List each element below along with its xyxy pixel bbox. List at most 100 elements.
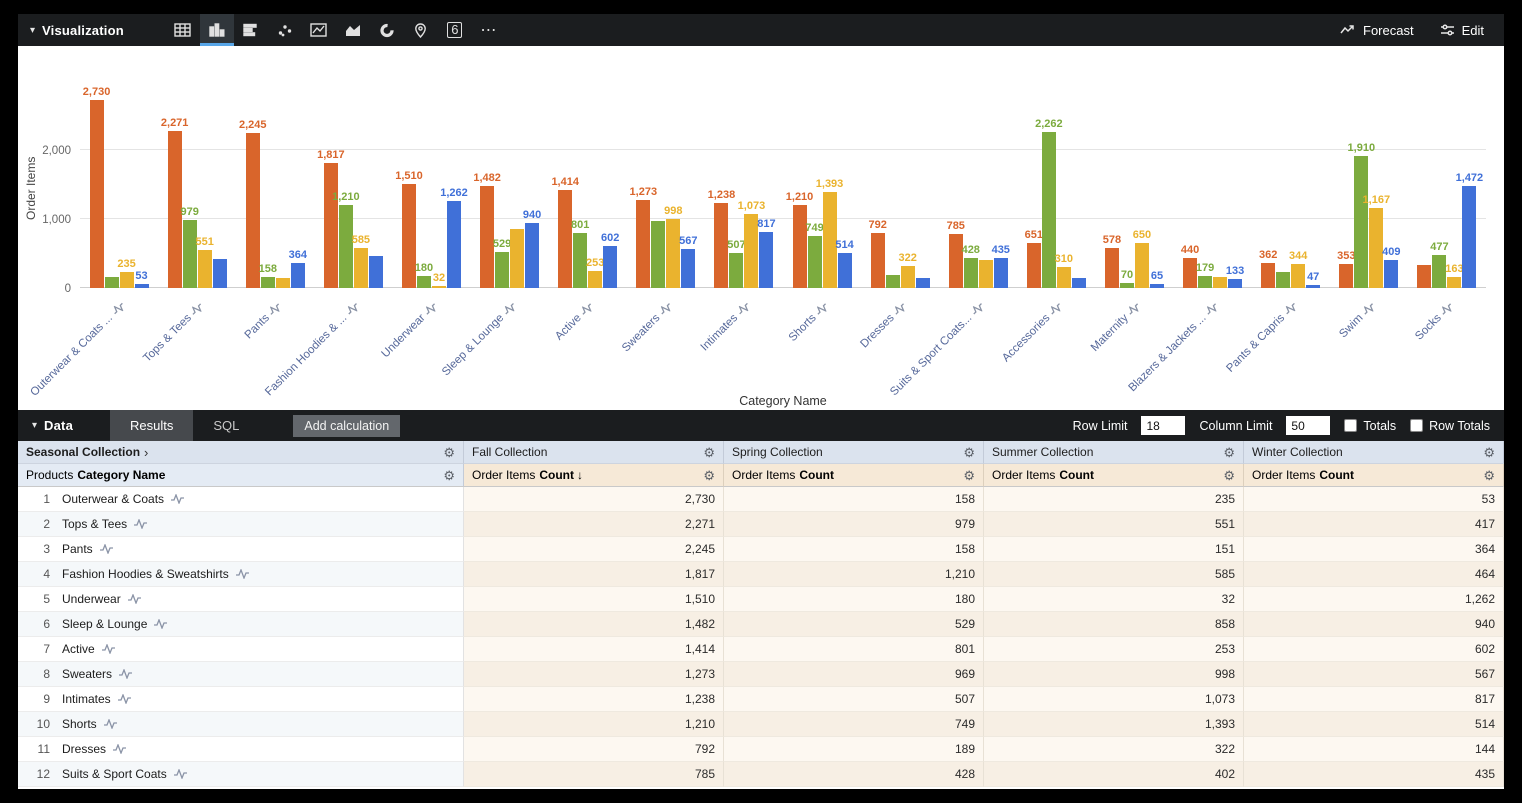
category-label[interactable]: Sweaters — [620, 300, 674, 354]
bar[interactable] — [275, 277, 290, 288]
measure-header-cell[interactable]: Order Items Count ⚙ — [1244, 464, 1504, 487]
gear-icon[interactable]: ⚙ — [443, 444, 455, 460]
measure-header-cell[interactable]: Order Items Count ⚙ — [724, 464, 984, 487]
value-cell[interactable]: 529 — [724, 612, 984, 637]
value-cell[interactable]: 567 — [1244, 662, 1504, 687]
category-label[interactable]: Underwear — [380, 300, 440, 360]
category-cell[interactable]: 4 Fashion Hoodies & Sweatshirts — [18, 562, 464, 587]
value-cell[interactable]: 998 — [984, 662, 1244, 687]
category-name[interactable]: Dresses — [62, 742, 107, 756]
measure-header-cell[interactable]: Order Items Count ⚙ — [984, 464, 1244, 487]
category-label[interactable]: Sleep & Lounge — [440, 300, 518, 378]
value-cell[interactable]: 1,482 — [464, 612, 724, 637]
gear-icon[interactable]: ⚙ — [963, 444, 975, 460]
scatter-viz-icon[interactable] — [268, 14, 302, 46]
category-name[interactable]: Outerwear & Coats — [62, 492, 165, 506]
bar[interactable] — [1417, 265, 1432, 288]
category-name[interactable]: Fashion Hoodies & Sweatshirts — [62, 567, 229, 581]
line-chart-viz-icon[interactable] — [302, 14, 336, 46]
bar[interactable]: 817 — [757, 218, 776, 288]
bar[interactable] — [978, 260, 993, 288]
pivot-column-header[interactable]: Winter Collection ⚙ — [1244, 441, 1504, 464]
measure-header-cell[interactable]: Order Items Count ↓ ⚙ — [464, 464, 724, 487]
value-cell[interactable]: 158 — [724, 537, 984, 562]
bar[interactable]: 477 — [1430, 241, 1449, 288]
value-cell[interactable]: 32 — [984, 587, 1244, 612]
bar[interactable]: 578 — [1103, 234, 1121, 288]
bar[interactable]: 47 — [1306, 271, 1321, 288]
bar[interactable] — [510, 228, 525, 288]
row-totals-checkbox[interactable] — [1410, 419, 1424, 432]
value-cell[interactable]: 1,393 — [984, 712, 1244, 737]
row-limit-input[interactable] — [1141, 416, 1186, 435]
value-cell[interactable]: 1,238 — [464, 687, 724, 712]
value-cell[interactable]: 969 — [724, 662, 984, 687]
category-label[interactable]: Intimates — [699, 300, 753, 354]
bar[interactable]: 514 — [835, 239, 854, 288]
category-cell[interactable]: 7 Active — [18, 637, 464, 662]
category-cell[interactable]: 10 Shorts — [18, 712, 464, 737]
value-cell[interactable]: 322 — [984, 737, 1244, 762]
category-label[interactable]: Accessories — [1001, 300, 1065, 364]
value-cell[interactable]: 979 — [724, 512, 984, 537]
bar[interactable]: 749 — [805, 222, 824, 288]
category-name[interactable]: Pants — [62, 542, 93, 556]
bar[interactable]: 344 — [1289, 250, 1307, 288]
category-cell[interactable]: 6 Sleep & Lounge — [18, 612, 464, 637]
pivot-column-header[interactable]: Fall Collection ⚙ — [464, 441, 724, 464]
pivot-column-header[interactable]: Spring Collection ⚙ — [724, 441, 984, 464]
tab-sql[interactable]: SQL — [213, 418, 240, 433]
bar[interactable]: 1,262 — [440, 187, 468, 288]
category-label[interactable]: Dresses — [858, 300, 908, 350]
bar[interactable]: 310 — [1055, 253, 1073, 288]
bar[interactable]: 792 — [868, 219, 887, 288]
bar[interactable]: 435 — [992, 244, 1010, 288]
value-cell[interactable]: 602 — [1244, 637, 1504, 662]
category-cell[interactable]: 9 Intimates — [18, 687, 464, 712]
gear-icon[interactable]: ⚙ — [703, 467, 715, 483]
bar[interactable]: 940 — [523, 209, 541, 288]
bar[interactable]: 650 — [1133, 229, 1151, 288]
bar[interactable] — [915, 278, 930, 288]
value-cell[interactable]: 1,817 — [464, 562, 724, 587]
map-viz-icon[interactable] — [404, 14, 438, 46]
bar[interactable] — [368, 256, 383, 288]
edit-button[interactable]: Edit — [1440, 23, 1484, 38]
bar[interactable]: 1,817 — [317, 149, 345, 288]
value-cell[interactable]: 514 — [1244, 712, 1504, 737]
gear-icon[interactable]: ⚙ — [1483, 467, 1495, 483]
category-name[interactable]: Intimates — [62, 692, 111, 706]
bar[interactable]: 428 — [962, 244, 980, 288]
pivot-column-header[interactable]: Summer Collection ⚙ — [984, 441, 1244, 464]
category-cell[interactable]: 3 Pants — [18, 537, 464, 562]
value-cell[interactable]: 1,210 — [724, 562, 984, 587]
bar[interactable]: 65 — [1149, 270, 1164, 288]
forecast-button[interactable]: Forecast — [1340, 23, 1414, 38]
bar[interactable]: 1,472 — [1456, 172, 1483, 288]
value-cell[interactable]: 1,073 — [984, 687, 1244, 712]
category-label[interactable]: Fashion Hoodies & ... — [264, 300, 362, 398]
bar-chart-viz-icon[interactable] — [199, 14, 234, 46]
bar[interactable]: 1,414 — [551, 176, 579, 288]
value-cell[interactable]: 507 — [724, 687, 984, 712]
category-cell[interactable]: 8 Sweaters — [18, 662, 464, 687]
bar[interactable]: 362 — [1259, 249, 1277, 288]
bar[interactable]: 1,167 — [1363, 194, 1390, 288]
category-name[interactable]: Sleep & Lounge — [62, 617, 148, 631]
value-cell[interactable]: 2,730 — [464, 487, 724, 512]
bar[interactable]: 2,262 — [1035, 118, 1063, 288]
category-label[interactable]: Maternity — [1089, 300, 1143, 354]
value-cell[interactable]: 749 — [724, 712, 984, 737]
bar[interactable]: 53 — [134, 270, 149, 288]
value-cell[interactable]: 144 — [1244, 737, 1504, 762]
value-cell[interactable]: 180 — [724, 587, 984, 612]
bar[interactable]: 529 — [493, 238, 511, 288]
bar[interactable]: 158 — [259, 263, 277, 288]
bar[interactable] — [1213, 277, 1228, 288]
category-name[interactable]: Suits & Sport Coats — [62, 767, 167, 781]
value-cell[interactable]: 435 — [1244, 762, 1504, 787]
category-cell[interactable]: 2 Tops & Tees — [18, 512, 464, 537]
bar[interactable]: 1,210 — [786, 191, 813, 288]
bar[interactable]: 1,273 — [630, 186, 657, 288]
add-calculation-button[interactable]: Add calculation — [293, 414, 401, 437]
